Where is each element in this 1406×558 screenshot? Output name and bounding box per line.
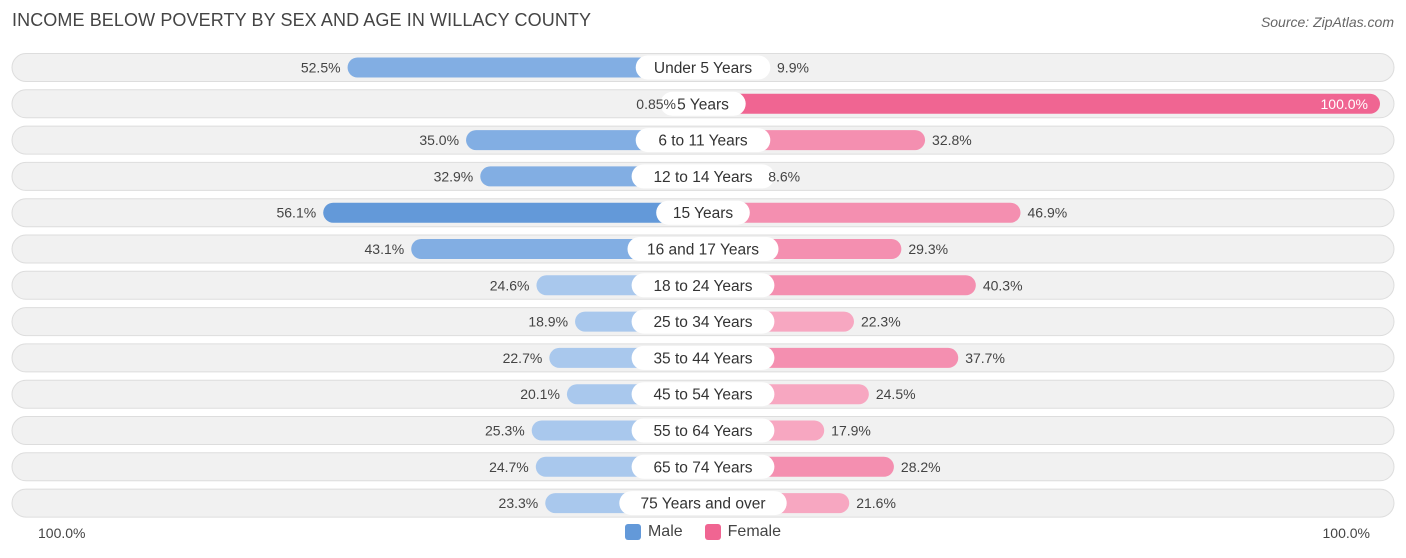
category-label: 75 Years and over: [641, 496, 766, 513]
value-label-female: 46.9%: [1028, 205, 1068, 221]
category-label: 5 Years: [677, 96, 729, 113]
category-label-bg: [631, 418, 775, 443]
value-label-male: 56.1%: [276, 205, 316, 221]
value-label-male: 23.3%: [499, 495, 539, 511]
legend-swatch-female: [704, 524, 721, 540]
category-label: 25 to 34 Years: [653, 314, 752, 331]
value-label-female: 24.5%: [876, 386, 916, 402]
category-label: 16 and 17 Years: [647, 242, 759, 259]
category-label-bg: [631, 309, 775, 334]
category-label: 12 to 14 Years: [653, 169, 752, 186]
value-label-male: 24.7%: [489, 459, 529, 475]
category-label-bg: [635, 55, 771, 80]
category-label: 6 to 11 Years: [658, 133, 748, 150]
category-label-bg: [635, 128, 771, 153]
category-label-bg: [627, 237, 779, 261]
value-label-female: 8.6%: [768, 168, 800, 184]
legend-swatch-male: [624, 524, 641, 540]
category-label: 15 Years: [673, 205, 734, 222]
category-label: 18 to 24 Years: [653, 278, 752, 295]
category-label-bg: [631, 164, 775, 189]
legend-label-female: Female: [727, 523, 782, 540]
value-label-male: 32.9%: [434, 168, 474, 184]
value-label-female: 32.8%: [932, 132, 972, 148]
chart-source: Source: ZipAtlas.com: [1260, 14, 1394, 30]
category-label: 35 to 44 Years: [653, 350, 752, 367]
value-label-female: 40.3%: [983, 277, 1023, 293]
value-label-female: 37.7%: [965, 350, 1005, 366]
value-label-male: 24.6%: [490, 277, 530, 293]
chart-title: INCOME BELOW POVERTY BY SEX AND AGE IN W…: [12, 10, 592, 30]
value-label-male: 18.9%: [528, 314, 568, 330]
value-label-male: 43.1%: [365, 241, 405, 257]
value-label-female: 28.2%: [901, 459, 941, 475]
category-label-bg: [619, 491, 787, 516]
category-label-bg: [656, 200, 750, 225]
value-label-female: 100.0%: [1321, 96, 1368, 112]
category-label: 55 to 64 Years: [653, 423, 752, 440]
legend-label-male: Male: [647, 523, 683, 540]
axis-right-label: 100.0%: [1322, 525, 1370, 541]
category-label: 65 to 74 Years: [653, 459, 752, 476]
category-label-bg: [631, 273, 775, 298]
axis-left-label: 100.0%: [38, 525, 86, 541]
legend-item-male: Male: [624, 523, 683, 541]
value-label-female: 29.3%: [908, 241, 948, 257]
legend: Male Female: [0, 523, 1406, 541]
value-label-male: 35.0%: [419, 132, 459, 148]
value-label-male: 0.85%: [636, 96, 676, 112]
category-label: 45 to 54 Years: [653, 387, 752, 404]
value-label-female: 22.3%: [861, 314, 901, 330]
value-label-female: 17.9%: [831, 423, 871, 439]
category-label-bg: [631, 345, 775, 370]
value-label-female: 21.6%: [856, 495, 896, 511]
bar-female: [703, 93, 1380, 114]
legend-item-female: Female: [704, 523, 782, 541]
bar-male: [347, 57, 703, 78]
bar-male: [323, 202, 703, 223]
value-label-male: 25.3%: [485, 423, 525, 439]
category-label-bg: [660, 91, 746, 116]
category-label: Under 5 Years: [654, 60, 752, 77]
value-label-male: 20.1%: [520, 386, 560, 402]
category-label-bg: [631, 382, 775, 407]
category-label-bg: [631, 454, 775, 479]
bar-female: [703, 202, 1021, 223]
value-label-male: 52.5%: [301, 60, 341, 76]
value-label-male: 22.7%: [503, 350, 543, 366]
value-label-female: 9.9%: [777, 60, 809, 76]
